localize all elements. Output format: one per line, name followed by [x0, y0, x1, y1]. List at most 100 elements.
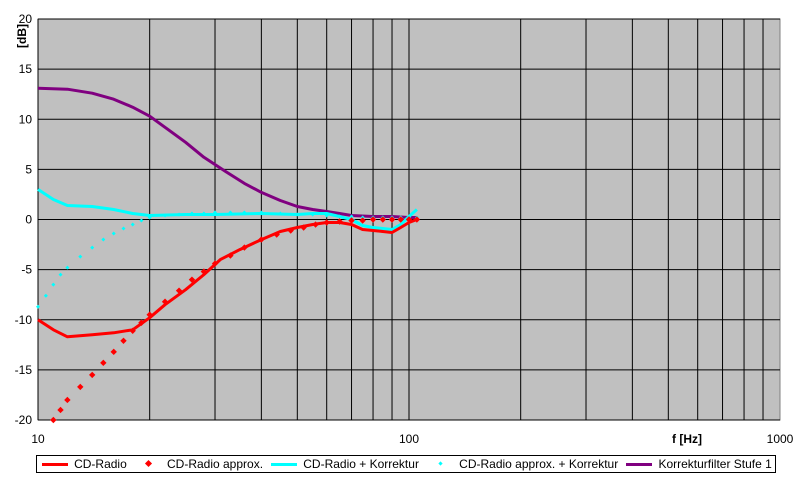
data-point	[77, 383, 84, 391]
data-point	[101, 237, 106, 242]
data-point	[278, 211, 283, 216]
data-point	[312, 221, 319, 228]
legend-symbol	[624, 459, 654, 469]
data-point	[228, 210, 233, 215]
data-point	[227, 252, 234, 259]
legend-item: CD-Radio approx.	[133, 457, 263, 471]
data-point	[324, 213, 329, 218]
data-point	[120, 337, 127, 345]
y-axis-label: [dB]	[15, 24, 29, 48]
data-point	[130, 222, 135, 227]
legend-item: CD-Radio	[40, 457, 127, 471]
data-point	[161, 298, 169, 305]
y-tick-label: 20	[19, 12, 33, 26]
data-point	[110, 348, 117, 356]
data-point	[211, 260, 219, 267]
data-point	[213, 210, 218, 215]
legend-label: CD-Radio + Korrektur	[303, 457, 419, 471]
data-point	[146, 311, 153, 318]
data-point	[359, 217, 366, 224]
grid-lines	[37, 18, 780, 421]
data-point	[369, 216, 377, 223]
data-point	[295, 212, 300, 217]
data-point	[189, 211, 194, 216]
data-point	[50, 416, 57, 424]
data-point	[36, 304, 40, 309]
data-point	[336, 218, 343, 225]
data-point	[349, 214, 354, 219]
data-point	[147, 215, 152, 220]
data-point	[129, 327, 136, 334]
data-point	[200, 268, 208, 275]
data-point	[78, 254, 83, 259]
data-point	[175, 287, 183, 294]
x-tick-labels: 10 100 1000	[31, 432, 793, 446]
data-point	[388, 216, 396, 223]
y-tick-label: 5	[25, 162, 32, 176]
data-point	[57, 406, 64, 414]
data-point	[397, 216, 404, 223]
data-point	[241, 244, 248, 251]
series-layer	[36, 86, 421, 424]
data-point	[258, 236, 265, 243]
data-point	[323, 219, 330, 226]
y-tick-label: -20	[15, 413, 33, 427]
series-line	[37, 188, 418, 231]
data-point	[287, 227, 294, 234]
data-point	[310, 212, 315, 217]
series-line	[37, 218, 418, 339]
data-point	[43, 293, 48, 298]
y-tick-label: -5	[21, 263, 32, 277]
data-point	[163, 213, 168, 218]
legend: CD-Radio CD-Radio approx. CD-Radio + Korre…	[36, 455, 776, 473]
legend-symbol	[269, 459, 299, 469]
legend-symbol	[40, 459, 70, 469]
x-tick-label: 1000	[767, 432, 794, 446]
data-point	[111, 231, 116, 236]
data-point	[89, 371, 96, 379]
series-cd-radio	[37, 218, 418, 339]
data-point	[51, 282, 56, 287]
legend-label: CD-Radio approx. + Korrektur	[459, 457, 619, 471]
legend-symbol	[425, 459, 455, 469]
data-point	[405, 216, 413, 223]
x-axis-label: f [Hz]	[672, 432, 702, 446]
data-point	[259, 210, 264, 215]
data-point	[65, 265, 70, 270]
x-tick-label: 100	[399, 432, 419, 446]
x-tick-label: 10	[31, 432, 45, 446]
legend-symbol	[133, 459, 163, 469]
y-tick-label: -10	[15, 313, 33, 327]
y-tick-label: 15	[19, 62, 33, 76]
legend-label: CD-Radio	[74, 457, 127, 471]
legend-label: CD-Radio approx.	[166, 457, 264, 471]
y-tick-labels: 20 15 10 5 0 -5 -10 -15 -20	[15, 12, 33, 427]
y-tick-label: 0	[25, 213, 32, 227]
series-cd-radio-korrektur	[37, 188, 418, 231]
legend-item: Korrekturfilter Stufe 1	[624, 457, 772, 471]
legend-item: CD-Radio + Korrektur	[269, 457, 419, 471]
data-point	[90, 245, 95, 250]
legend-label: Korrekturfilter Stufe 1	[658, 457, 772, 471]
data-point	[139, 218, 144, 223]
data-point	[188, 276, 196, 283]
data-point	[300, 224, 307, 231]
data-point	[348, 217, 355, 224]
data-point	[337, 214, 342, 219]
data-point	[379, 216, 387, 223]
data-point	[201, 211, 206, 216]
data-point	[100, 359, 107, 367]
data-point	[413, 216, 421, 223]
y-tick-label: -15	[15, 363, 33, 377]
y-tick-label: 10	[19, 112, 33, 126]
data-point	[242, 210, 247, 215]
legend-item: CD-Radio approx. + Korrektur	[425, 457, 618, 471]
series-cd-radio-approx-	[50, 216, 421, 424]
data-point	[177, 212, 182, 217]
data-point	[121, 226, 126, 231]
series-cd-radio-approx-korrektur	[36, 210, 419, 309]
data-point	[273, 231, 280, 238]
data-point	[58, 272, 63, 277]
data-point	[64, 396, 71, 404]
